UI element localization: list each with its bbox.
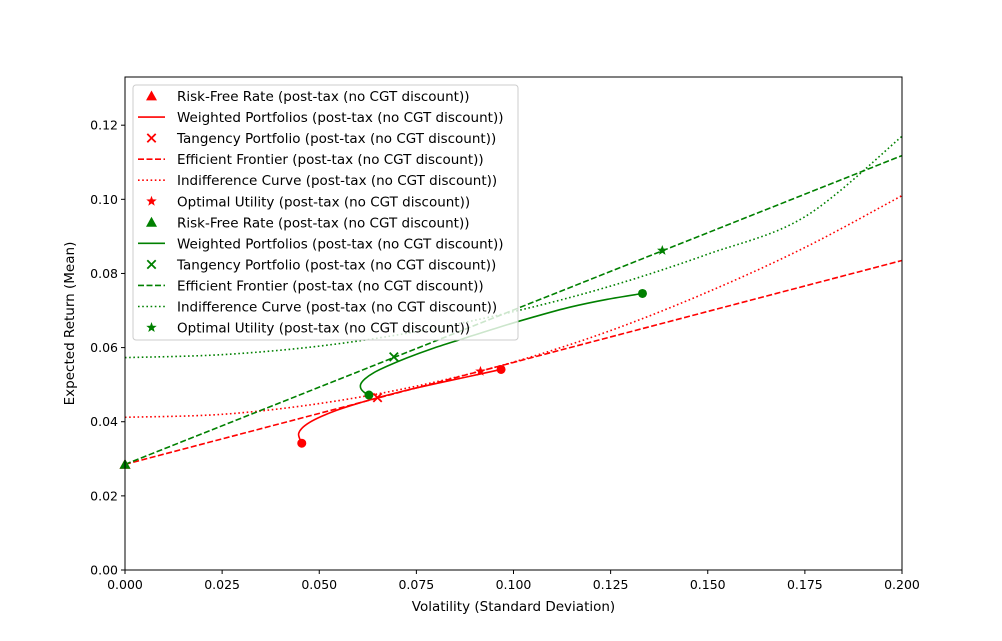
legend-item: Indifference Curve (post-tax (no CGT dis… [138,173,497,189]
legend-item: Risk-Free Rate (post-tax (no CGT discoun… [146,215,469,231]
legend-item: Efficient Frontier (post-tax (no CGT dis… [138,152,484,168]
y-tick-label: 0.06 [90,340,118,355]
series-green-optimal-utility [657,244,668,255]
legend-item: Indifference Curve (post-tax (no CGT dis… [138,300,497,316]
series-red-weighted-portfolios [297,364,506,448]
series-red-optimal-utility [475,365,486,376]
legend-item: Tangency Portfolio (post-tax (no CGT dis… [146,257,496,273]
series-line [125,135,902,359]
series-line [297,368,502,444]
legend-item: Efficient Frontier (post-tax (no CGT dis… [138,278,484,294]
x-tick-label: 0.075 [398,577,434,592]
legend-label: Risk-Free Rate (post-tax (no CGT discoun… [177,215,469,231]
legend-label: Tangency Portfolio (post-tax (no CGT dis… [176,131,496,147]
x-tick-label: 0.100 [496,577,532,592]
star-point [657,244,668,255]
legend-label: Weighted Portfolios (post-tax (no CGT di… [177,110,504,126]
x-axis: 0.000 0.025 0.050 0.075 0.100 0.125 0.150 0.175… [107,570,920,592]
series-green-indifference-curve [125,135,902,359]
legend-label: Indifference Curve (post-tax (no CGT dis… [177,300,497,316]
x-point [389,352,399,362]
legend-item: Optimal Utility (post-tax (no CGT discou… [146,194,470,210]
legend-label: Optimal Utility (post-tax (no CGT discou… [177,321,470,337]
x-tick-label: 0.000 [107,577,143,592]
legend-triangle-swatch [146,90,157,101]
legend-item: Optimal Utility (post-tax (no CGT discou… [146,321,470,337]
legend-box [132,84,519,341]
y-tick-label: 0.12 [90,118,118,133]
legend-item: Weighted Portfolios (post-tax (no CGT di… [138,110,504,126]
x-tick-label: 0.125 [593,577,629,592]
legend-item: Tangency Portfolio (post-tax (no CGT dis… [146,131,496,147]
y-tick-label: 0.04 [90,414,118,429]
legend-star-swatch [146,195,157,206]
y-tick-label: 0.02 [90,488,118,503]
x-tick-label: 0.150 [690,577,726,592]
series-line [125,259,902,466]
legend-triangle-swatch [146,216,157,227]
endpoint-point [364,390,374,400]
legend-label: Optimal Utility (post-tax (no CGT discou… [177,194,470,210]
x-axis-label: Volatility (Standard Deviation) [412,599,615,615]
legend-item: Weighted Portfolios (post-tax (no CGT di… [138,236,504,252]
y-tick-label: 0.10 [90,192,118,207]
x-point [372,392,383,403]
legend-x-swatch [146,133,157,143]
legend-label: Weighted Portfolios (post-tax (no CGT di… [177,236,504,252]
y-tick-label: 0.08 [90,266,118,281]
endpoint-point [637,288,647,298]
series-red-tangency-portfolio [372,392,383,403]
series-red-efficient-frontier [125,259,902,466]
legend-item: Risk-Free Rate (post-tax (no CGT discoun… [146,89,469,105]
legend-label: Indifference Curve (post-tax (no CGT dis… [177,173,497,189]
series-green-tangency-portfolio [389,352,399,362]
x-tick-label: 0.200 [884,577,920,592]
x-tick-label: 0.175 [787,577,823,592]
legend-label: Efficient Frontier (post-tax (no CGT dis… [177,152,484,168]
x-tick-label: 0.025 [204,577,240,592]
y-axis-label: Expected Return (Mean) [62,242,78,406]
series-green-weighted-portfolios [359,288,647,400]
star-point [475,365,486,376]
legend-x-swatch [146,259,157,270]
legend-star-swatch [146,322,157,332]
endpoint-point [297,438,307,448]
legend-label: Efficient Frontier (post-tax (no CGT dis… [177,278,484,294]
series-line [359,292,643,396]
y-axis: 0.00 0.02 0.04 0.06 0.08 0.10 0.12 [90,118,125,578]
legend: Risk-Free Rate (post-tax (no CGT discoun… [132,84,519,341]
y-tick-label: 0.00 [90,563,118,578]
endpoint-point [496,364,506,374]
x-tick-label: 0.050 [301,577,337,592]
legend-label: Risk-Free Rate (post-tax (no CGT discoun… [177,89,469,105]
legend-label: Tangency Portfolio (post-tax (no CGT dis… [176,257,496,273]
